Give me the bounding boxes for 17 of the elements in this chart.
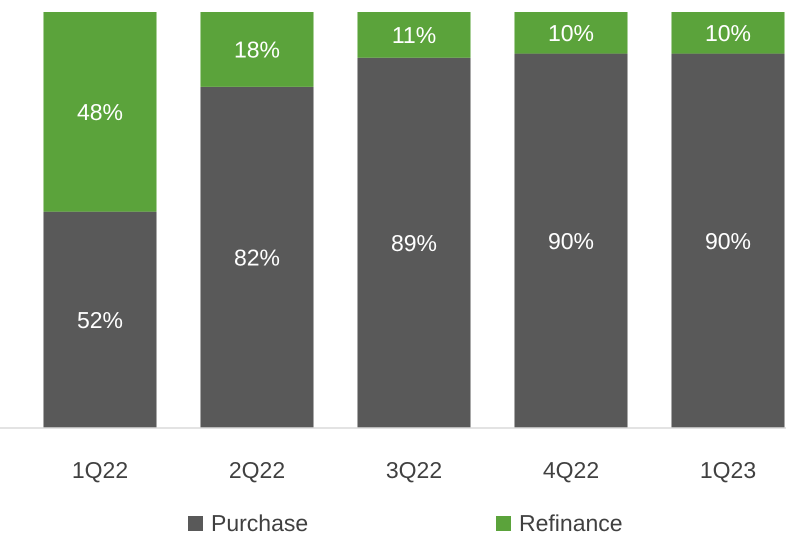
data-label: 48% (76, 98, 124, 125)
data-label: 11% (392, 22, 436, 48)
data-label: 10% (704, 20, 752, 46)
data-label: 52% (76, 306, 124, 333)
x-tick-label: 1Q22 (72, 457, 128, 483)
legend-label: Purchase (211, 510, 308, 536)
x-tick-label: 1Q23 (700, 457, 756, 483)
data-label: 89% (390, 230, 438, 256)
x-tick-label: 2Q22 (228, 457, 286, 483)
data-label: 10% (548, 20, 594, 46)
x-tick-label: 3Q22 (386, 457, 442, 483)
data-label: 82% (234, 244, 280, 270)
data-label: 90% (548, 228, 594, 254)
data-label: 90% (704, 228, 752, 254)
data-label: 18% (234, 36, 280, 62)
x-tick-label: 4Q22 (542, 457, 600, 483)
legend-label: Refinance (519, 510, 623, 536)
